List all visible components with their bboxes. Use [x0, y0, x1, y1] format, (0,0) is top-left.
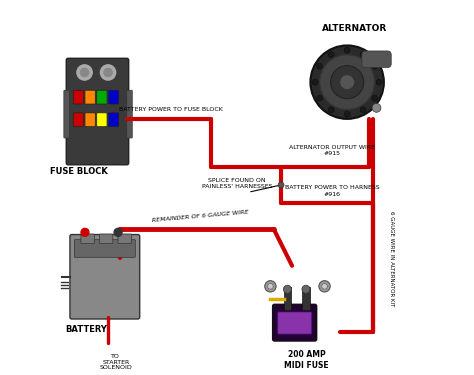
Circle shape	[302, 285, 310, 293]
Circle shape	[114, 228, 122, 236]
Circle shape	[360, 107, 366, 113]
Text: REMAINDER OF 6 GAUGE WIRE: REMAINDER OF 6 GAUGE WIRE	[152, 209, 249, 223]
FancyBboxPatch shape	[66, 58, 128, 165]
Circle shape	[317, 63, 322, 69]
FancyBboxPatch shape	[109, 113, 119, 127]
Text: BATTERY: BATTERY	[65, 325, 108, 334]
FancyBboxPatch shape	[100, 234, 113, 244]
Text: BATTERY POWER TO FUSE BLOCK: BATTERY POWER TO FUSE BLOCK	[119, 106, 223, 111]
FancyBboxPatch shape	[85, 90, 95, 104]
FancyBboxPatch shape	[118, 234, 131, 244]
Circle shape	[322, 284, 328, 289]
Text: FUSE BLOCK: FUSE BLOCK	[50, 167, 108, 176]
Circle shape	[77, 65, 92, 80]
Circle shape	[319, 55, 374, 110]
Circle shape	[328, 107, 334, 113]
FancyBboxPatch shape	[278, 312, 311, 334]
Circle shape	[268, 284, 273, 289]
Circle shape	[278, 182, 284, 188]
Text: BATTERY POWER TO HARNESS
#916: BATTERY POWER TO HARNESS #916	[285, 185, 380, 196]
FancyBboxPatch shape	[74, 240, 135, 257]
Circle shape	[344, 47, 350, 53]
FancyBboxPatch shape	[81, 234, 94, 244]
Circle shape	[360, 52, 366, 57]
Circle shape	[372, 104, 381, 112]
Circle shape	[376, 79, 382, 85]
Circle shape	[104, 68, 112, 76]
FancyBboxPatch shape	[73, 90, 83, 104]
Circle shape	[372, 95, 378, 101]
Circle shape	[81, 68, 89, 76]
Circle shape	[344, 111, 350, 117]
Text: ALTERNATOR OUTPUT WIRE
#915: ALTERNATOR OUTPUT WIRE #915	[290, 145, 375, 156]
FancyBboxPatch shape	[284, 287, 291, 310]
FancyBboxPatch shape	[70, 234, 140, 319]
Circle shape	[340, 75, 355, 90]
FancyBboxPatch shape	[85, 113, 95, 127]
Text: 200 AMP
MIDI FUSE: 200 AMP MIDI FUSE	[284, 350, 329, 370]
FancyBboxPatch shape	[127, 90, 132, 138]
Circle shape	[81, 228, 89, 236]
Circle shape	[265, 280, 276, 292]
Circle shape	[328, 52, 334, 57]
FancyBboxPatch shape	[302, 287, 310, 310]
FancyBboxPatch shape	[362, 51, 391, 68]
Text: TO
STARTER
SOLENOID: TO STARTER SOLENOID	[100, 354, 132, 370]
Text: 6 GAUGE WIRE IN ALTERNATOR KIT: 6 GAUGE WIRE IN ALTERNATOR KIT	[389, 211, 394, 306]
FancyBboxPatch shape	[73, 113, 83, 127]
Circle shape	[317, 95, 322, 101]
FancyBboxPatch shape	[109, 90, 119, 104]
Circle shape	[319, 280, 330, 292]
Circle shape	[331, 66, 364, 99]
Circle shape	[372, 63, 378, 69]
Text: SPLICE FOUND ON
PAINLESS' HARNESSES: SPLICE FOUND ON PAINLESS' HARNESSES	[202, 178, 272, 189]
FancyBboxPatch shape	[97, 113, 107, 127]
Circle shape	[312, 79, 318, 85]
Text: ALTERNATOR: ALTERNATOR	[322, 24, 387, 33]
Circle shape	[100, 65, 116, 80]
FancyBboxPatch shape	[273, 304, 317, 341]
Circle shape	[310, 45, 384, 119]
FancyBboxPatch shape	[64, 90, 69, 138]
Circle shape	[283, 285, 292, 293]
FancyBboxPatch shape	[97, 90, 107, 104]
